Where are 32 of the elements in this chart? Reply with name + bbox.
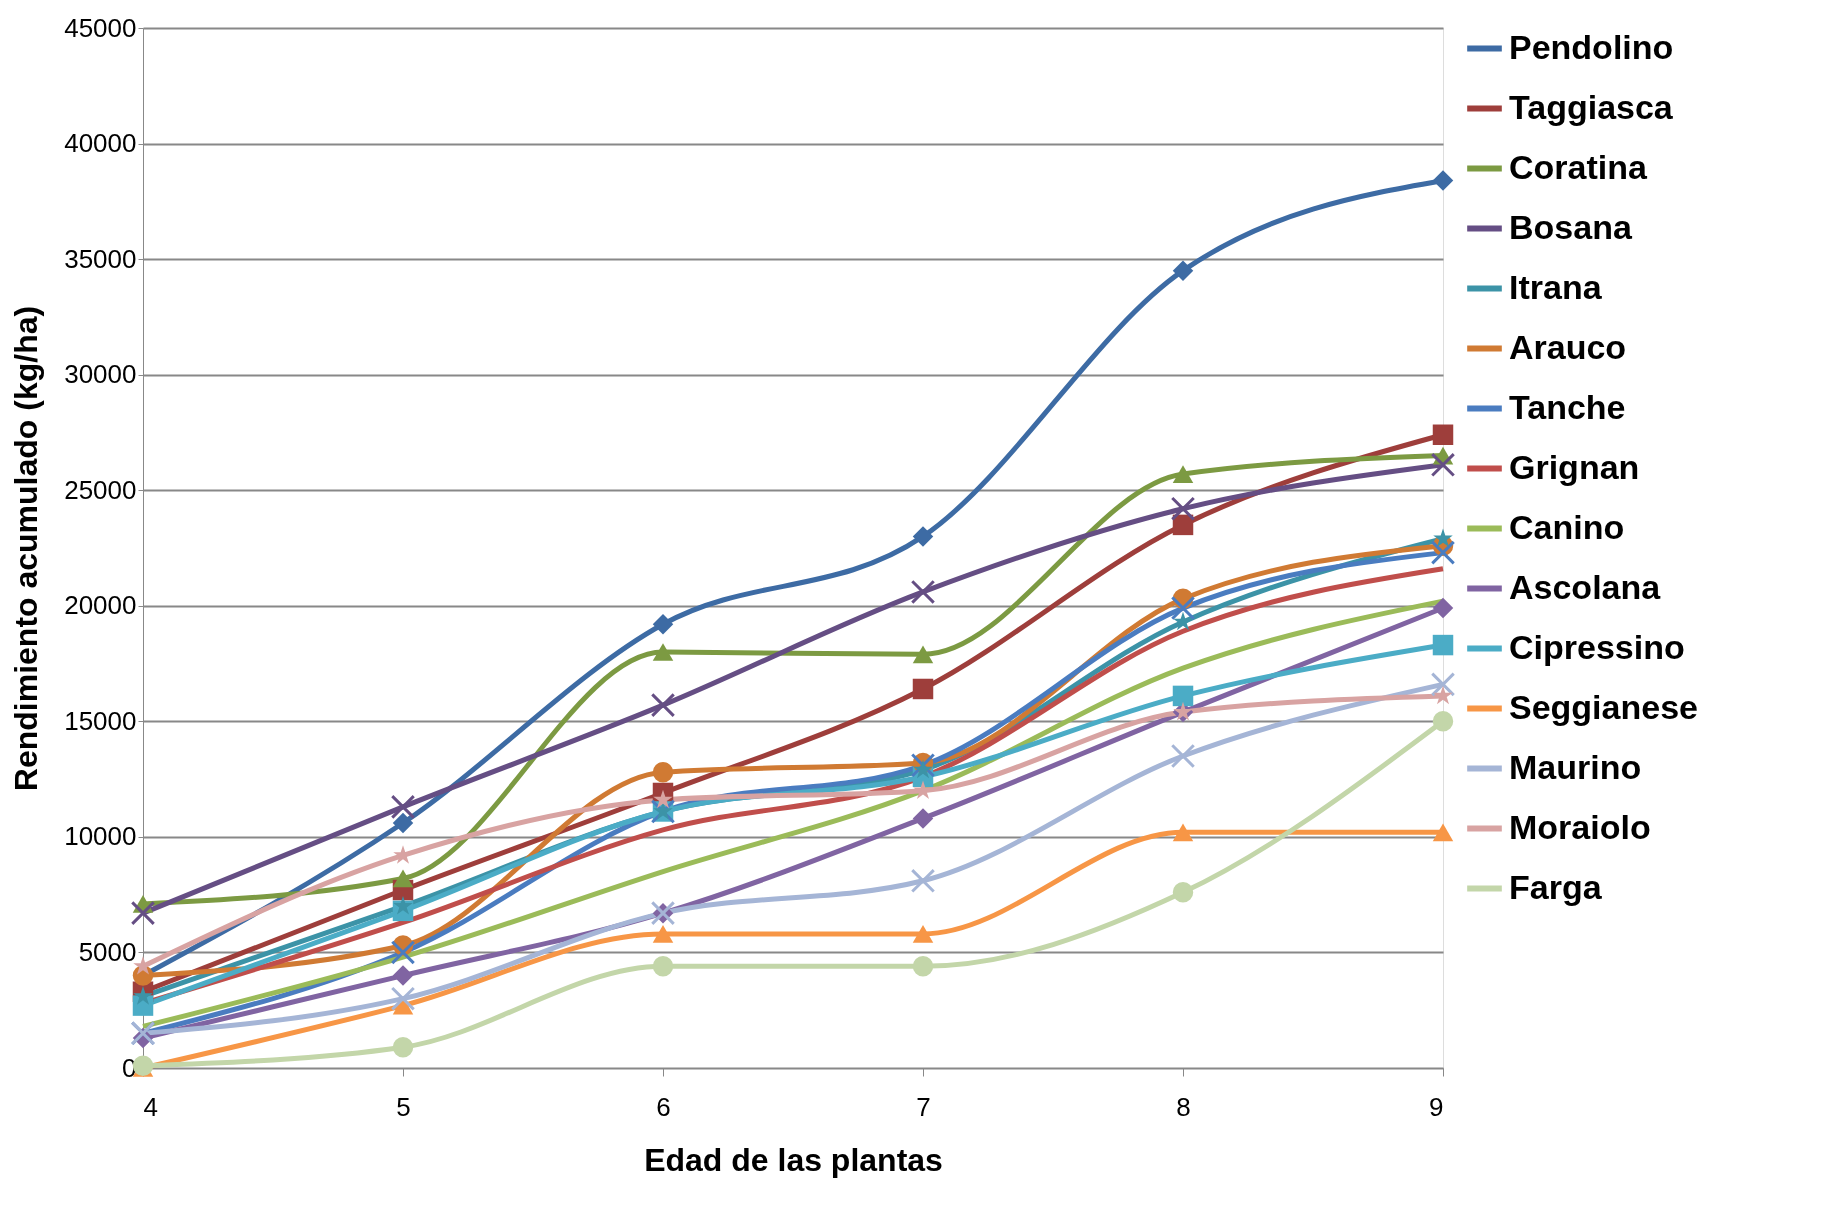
y-tick-label: 5000 xyxy=(78,936,137,967)
legend-label: Itrana xyxy=(1509,267,1603,306)
legend-label: Arauco xyxy=(1509,327,1627,366)
legend-label: Ascolana xyxy=(1509,567,1662,606)
x-tick-label: 9 xyxy=(1429,1091,1444,1122)
x-tick-label: 7 xyxy=(916,1091,931,1122)
legend-label: Bosana xyxy=(1509,207,1633,246)
legend-label: Grignan xyxy=(1509,447,1640,486)
x-tick-label: 6 xyxy=(656,1091,671,1122)
legend-label: Coratina xyxy=(1509,147,1648,186)
x-tick-label: 4 xyxy=(143,1091,158,1122)
legend-label: Taggiasca xyxy=(1509,87,1674,126)
y-tick-label: 25000 xyxy=(64,474,137,505)
x-tick-label: 8 xyxy=(1176,1091,1191,1122)
legend-label: Cipressino xyxy=(1509,627,1685,666)
y-tick-label: 30000 xyxy=(64,359,137,390)
y-tick-label: 40000 xyxy=(64,128,137,159)
y-axis-title: Rendimiento acumulado (kg/ha) xyxy=(8,305,45,792)
y-tick-label: 45000 xyxy=(64,12,137,43)
x-tick-label: 5 xyxy=(396,1091,411,1122)
legend-label: Tanche xyxy=(1509,387,1626,426)
y-tick-label: 20000 xyxy=(64,590,137,621)
x-axis-title: Edad de las plantas xyxy=(644,1141,943,1178)
legend-label: Farga xyxy=(1509,867,1603,906)
legend-label: Maurino xyxy=(1509,747,1642,786)
legend-label: Moraiolo xyxy=(1509,807,1651,846)
legend-label: Pendolino xyxy=(1509,27,1674,66)
y-tick-label: 35000 xyxy=(64,243,137,274)
y-tick-label: 10000 xyxy=(64,821,137,852)
legend-label: Canino xyxy=(1509,507,1625,546)
y-tick-label: 15000 xyxy=(64,705,137,736)
legend-label: Seggianese xyxy=(1509,687,1698,726)
